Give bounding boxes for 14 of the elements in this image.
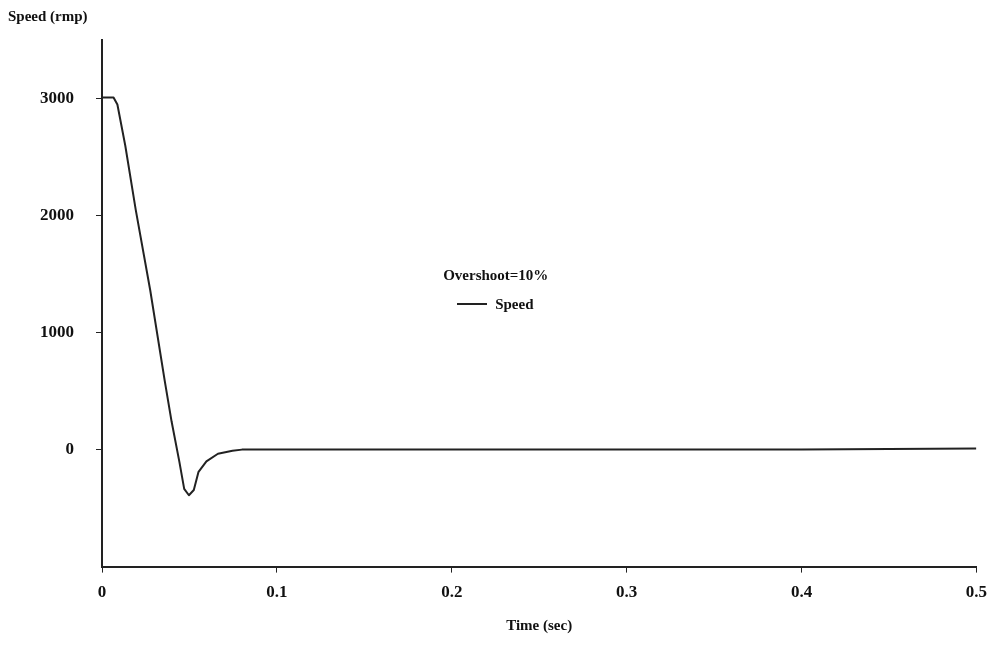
x-tick-label: 0.1 <box>266 582 288 602</box>
legend-title: Overshoot=10% <box>443 266 549 284</box>
y-tick-label: 1000 <box>40 322 74 342</box>
y-tick-label: 2000 <box>40 205 74 225</box>
y-tick-label: 0 <box>65 439 74 459</box>
x-tick-label: 0.3 <box>616 582 638 602</box>
x-axis-title: Time (sec) <box>506 616 573 634</box>
x-tick-label: 0.2 <box>441 582 463 602</box>
x-tick-label: 0.4 <box>790 582 813 602</box>
y-axis-title: Speed (rmp) <box>8 8 88 25</box>
x-tick-label: 0 <box>97 582 107 602</box>
legend-label: Speed <box>495 295 534 313</box>
x-tick-label: 0.5 <box>965 582 987 602</box>
y-tick-label: 3000 <box>40 88 74 108</box>
